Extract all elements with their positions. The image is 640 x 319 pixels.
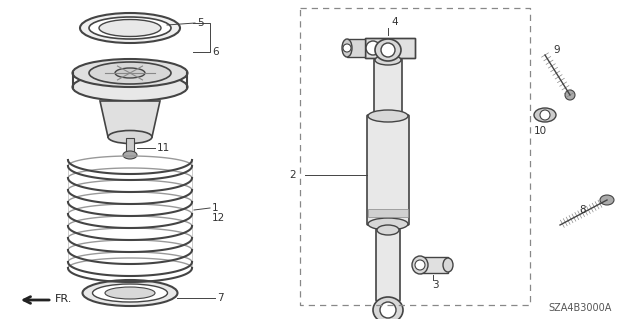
Text: 1: 1 [212,203,219,213]
Text: 11: 11 [157,143,170,153]
Ellipse shape [89,17,171,39]
Bar [368,209,408,217]
Circle shape [415,260,425,270]
Ellipse shape [93,284,168,302]
Text: 4: 4 [392,17,398,27]
Text: 9: 9 [553,45,559,55]
Ellipse shape [89,62,171,84]
Ellipse shape [108,130,152,144]
Bar [126,138,134,153]
Ellipse shape [375,55,401,65]
FancyBboxPatch shape [376,229,400,301]
Ellipse shape [72,59,188,87]
Text: 6: 6 [212,47,219,57]
Bar [420,257,448,273]
Text: 3: 3 [432,280,438,290]
Circle shape [366,41,380,55]
Ellipse shape [83,280,177,306]
Ellipse shape [80,13,180,43]
Bar [365,38,415,58]
Ellipse shape [377,225,399,235]
Ellipse shape [368,110,408,122]
Text: 5: 5 [197,18,204,28]
FancyBboxPatch shape [367,115,409,225]
Circle shape [565,90,575,100]
Circle shape [343,44,351,52]
Ellipse shape [373,297,403,319]
Circle shape [381,43,395,57]
Ellipse shape [99,19,161,36]
Text: 10: 10 [533,126,547,136]
Ellipse shape [72,73,188,101]
Text: 8: 8 [580,205,586,215]
Ellipse shape [443,258,453,272]
Bar [365,38,415,58]
Text: 12: 12 [212,213,225,223]
Ellipse shape [123,151,137,159]
Ellipse shape [375,39,401,61]
FancyBboxPatch shape [374,59,402,116]
Text: 2: 2 [289,170,296,180]
Text: 7: 7 [217,293,223,303]
Ellipse shape [600,195,614,205]
Ellipse shape [115,68,145,78]
Polygon shape [100,101,160,137]
Text: FR.: FR. [55,294,72,304]
Ellipse shape [412,256,428,274]
Circle shape [540,110,550,120]
Text: SZA4B3000A: SZA4B3000A [548,303,612,313]
Ellipse shape [368,218,408,230]
Ellipse shape [105,287,155,299]
Circle shape [380,302,396,318]
Bar [347,39,365,57]
Ellipse shape [534,108,556,122]
Ellipse shape [342,39,352,57]
